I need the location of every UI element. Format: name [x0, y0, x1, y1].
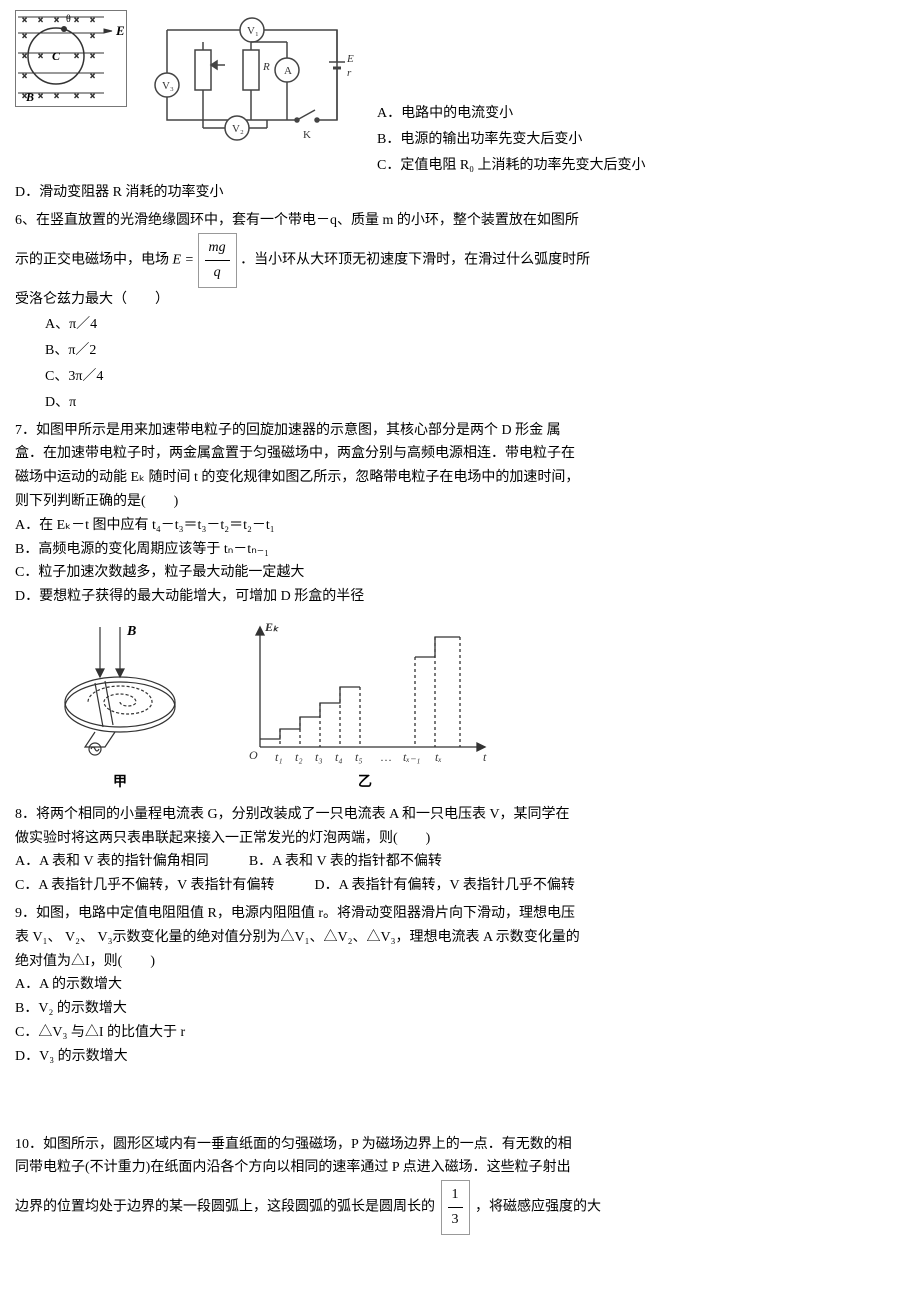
- axis-Ek: Eₖ: [264, 620, 280, 634]
- axis-O: O: [249, 748, 258, 762]
- tick-t3: t₃: [315, 750, 323, 764]
- label-R: R: [262, 61, 270, 73]
- q10-line3: 边界的位置均处于边界的某一段圆弧上，这段圆弧的弧长是圆周长的 1 3 ，将磁感应…: [15, 1180, 905, 1235]
- figure-field-ring: ××××× ×× ×××× ×× ××××× E C B: [15, 10, 127, 107]
- q6-eq-num: mg: [205, 236, 230, 261]
- ek-graph-svg: Eₖ t O t₁ t₂ t₃ t₄ t₅ … tₓ₋₁ tₓ: [235, 617, 495, 767]
- q9-optB: B．V₂ 的示数增大: [15, 997, 905, 1021]
- label-K: K: [303, 129, 311, 141]
- q6-eq-den: q: [210, 261, 225, 285]
- q9-line1: 9．如图，电路中定值电阻阻值 R，电源内阻阻值 r。将滑动变阻器滑片向下滑动，理…: [15, 902, 905, 926]
- q7-figures: B 甲: [45, 617, 905, 795]
- q10-line3b: ，将磁感应强度的大: [475, 1200, 601, 1215]
- meter-V1: V₁: [247, 25, 259, 37]
- q9-optA: A．A 的示数增大: [15, 973, 905, 997]
- q6-optA: A、π／4: [45, 313, 905, 337]
- q10-frac-den: 3: [448, 1208, 463, 1232]
- q7-optA: A．在 Eₖ－t 图中应有 t₄－t₃＝t₃－t₂＝t₂－t₁: [15, 514, 905, 538]
- label-r: r: [347, 67, 352, 79]
- caption-yi: 乙: [235, 771, 495, 795]
- q5-optC: C．定值电阻 R₀ 上消耗的功率先变大后变小: [377, 154, 646, 178]
- q8-optB: B．A 表和 V 表的指针都不偏转: [249, 850, 442, 874]
- cyclotron-B: B: [126, 624, 136, 639]
- label-theta: θ: [66, 14, 71, 25]
- q8-line1: 8．将两个相同的小量程电流表 G，分别改装成了一只电流表 A 和一只电压表 V，…: [15, 803, 905, 827]
- q7-line1: 7．如图甲所示是用来加速带电粒子的回旋加速器的示意图，其核心部分是两个 D 形金…: [15, 419, 905, 443]
- q10-line1: 10．如图所示，圆形区域内有一垂直纸面的匀强磁场，P 为磁场边界上的一点．有无数…: [15, 1133, 905, 1157]
- tick-dots: …: [380, 750, 392, 764]
- q8-opts-row2: C．A 表指针几乎不偏转，V 表指针有偏转 D．A 表指针有偏转，V 表指针几乎…: [15, 874, 905, 898]
- q7-line2: 盒．在加速带电粒子时，两金属盒置于匀强磁场中，两盒分别与高频电源相连．带电粒子在: [15, 442, 905, 466]
- label-Ebatt: E: [346, 53, 354, 65]
- tick-t4: t₄: [335, 750, 343, 764]
- q6-line2: 示的正交电磁场中，电场 E = mg q ．当小环从大环顶无初速度下滑时，在滑过…: [15, 233, 905, 288]
- tick-t5: t₅: [355, 750, 363, 764]
- meter-V3: V₃: [162, 80, 174, 92]
- top-figure-row: ××××× ×× ×××× ×× ××××× E C B: [15, 10, 905, 179]
- question-7: 7．如图甲所示是用来加速带电粒子的回旋加速器的示意图，其核心部分是两个 D 形金…: [15, 419, 905, 795]
- q8-optA: A．A 表和 V 表的指针偏角相同: [15, 850, 209, 874]
- q10-line3a: 边界的位置均处于边界的某一段圆弧上，这段圆弧的弧长是圆周长的: [15, 1200, 435, 1215]
- q9-optC: C．△V₃ 与△I 的比值大于 r: [15, 1021, 905, 1045]
- q6-formula: mg q: [198, 233, 237, 288]
- question-10: 10．如图所示，圆形区域内有一垂直纸面的匀强磁场，P 为磁场边界上的一点．有无数…: [15, 1133, 905, 1235]
- q6-line3: 受洛仑兹力最大（ ）: [15, 288, 905, 312]
- circuit-svg: V₁ V₂ V₃ A R E r K: [137, 10, 367, 145]
- q5-optD: D．滑动变阻器 R 消耗的功率变小: [15, 181, 905, 205]
- tick-tx: tₓ: [435, 750, 442, 764]
- q5-optA: A．电路中的电流变小: [377, 102, 646, 126]
- q8-optC: C．A 表指针几乎不偏转，V 表指针有偏转: [15, 874, 275, 898]
- meter-A: A: [284, 65, 292, 77]
- q7-optB: B．高频电源的变化周期应该等于 tₙ－tₙ₋₁: [15, 538, 905, 562]
- figure-ek-graph: Eₖ t O t₁ t₂ t₃ t₄ t₅ … tₓ₋₁ tₓ 乙: [235, 617, 495, 795]
- q5-side-opts: A．电路中的电流变小 B．电源的输出功率先变大后变小 C．定值电阻 R₀ 上消耗…: [377, 100, 646, 179]
- question-8: 8．将两个相同的小量程电流表 G，分别改装成了一只电流表 A 和一只电压表 V，…: [15, 803, 905, 898]
- q6-optB: B、π／2: [45, 339, 905, 363]
- q6-optC: C、3π／4: [45, 365, 905, 389]
- q7-optC: C．粒子加速次数越多，粒子最大动能一定越大: [15, 561, 905, 585]
- q7-line4: 则下列判断正确的是( ): [15, 490, 905, 514]
- q10-frac-num: 1: [448, 1183, 463, 1208]
- q6-options: A、π／4 B、π／2 C、3π／4 D、π: [15, 313, 905, 414]
- label-C: C: [52, 49, 61, 63]
- q9-line2: 表 V₁、 V₂、 V₃示数变化量的绝对值分别为△V₁、△V₂、△V₃，理想电流…: [15, 926, 905, 950]
- q10-fraction: 1 3: [441, 1180, 470, 1235]
- q6-optD: D、π: [45, 391, 905, 415]
- label-E: E: [115, 23, 125, 38]
- question-6: 6、在竖直放置的光滑绝缘圆环中，套有一个带电－q、质量 m 的小环，整个装置放在…: [15, 209, 905, 414]
- tick-t2: t₂: [295, 750, 303, 764]
- figure-cyclotron: B 甲: [45, 617, 195, 795]
- q8-optD: D．A 表指针有偏转，V 表指针几乎不偏转: [315, 874, 575, 898]
- figure-circuit: V₁ V₂ V₃ A R E r K: [137, 10, 367, 145]
- q5-optB: B．电源的输出功率先变大后变小: [377, 128, 646, 152]
- question-9: 9．如图，电路中定值电阻阻值 R，电源内阻阻值 r。将滑动变阻器滑片向下滑动，理…: [15, 902, 905, 1069]
- q7-optD: D．要想粒子获得的最大动能增大，可增加 D 形盒的半径: [15, 585, 905, 609]
- meter-V2: V₂: [232, 123, 244, 135]
- tick-txm1: tₓ₋₁: [403, 750, 420, 764]
- q9-line3: 绝对值为△I，则( ): [15, 950, 905, 974]
- q6-line2a: 示的正交电磁场中，电场: [15, 253, 169, 268]
- spacer: [15, 1069, 905, 1129]
- q6-eq-lhs: E =: [173, 253, 195, 268]
- axis-t: t: [483, 750, 487, 764]
- q6-line2b: ．当小环从大环顶无初速度下滑时，在滑过什么弧度时所: [240, 253, 590, 268]
- q8-opts-row1: A．A 表和 V 表的指针偏角相同 B．A 表和 V 表的指针都不偏转: [15, 850, 905, 874]
- q8-line2: 做实验时将这两只表串联起来接入一正常发光的灯泡两端，则( ): [15, 827, 905, 851]
- q6-line1: 6、在竖直放置的光滑绝缘圆环中，套有一个带电－q、质量 m 的小环，整个装置放在…: [15, 209, 905, 233]
- q10-line2: 同带电粒子(不计重力)在纸面内沿各个方向以相同的速率通过 P 点进入磁场．这些粒…: [15, 1156, 905, 1180]
- caption-jia: 甲: [45, 771, 195, 795]
- cyclotron-svg: B: [45, 617, 195, 767]
- tick-t1: t₁: [275, 750, 283, 764]
- q7-line3: 磁场中运动的动能 Eₖ 随时间 t 的变化规律如图乙所示，忽略带电粒子在电场中的…: [15, 466, 905, 490]
- q9-optD: D．V₃ 的示数增大: [15, 1045, 905, 1069]
- field-ring-svg: ××××× ×× ×××× ×× ××××× E C B: [16, 11, 126, 106]
- label-B: B: [25, 90, 34, 104]
